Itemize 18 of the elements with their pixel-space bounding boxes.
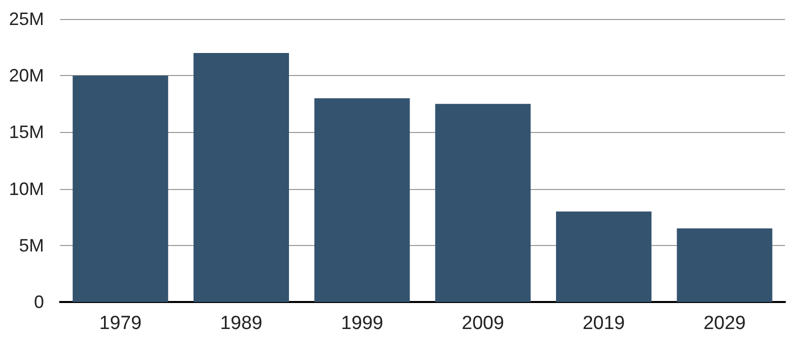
bar	[435, 104, 531, 302]
x-tick-label: 2029	[703, 313, 746, 334]
y-tick-label: 5M	[18, 235, 44, 256]
y-tick-label: 25M	[8, 9, 44, 29]
x-tick-label: 2009	[462, 313, 504, 334]
x-tick-label: 1999	[340, 313, 384, 334]
bar	[194, 52, 289, 302]
bar	[676, 228, 772, 302]
y-tick-label: 0	[34, 292, 44, 312]
y-tick-label: 20M	[8, 66, 44, 86]
x-tick-label: 1979	[99, 313, 142, 334]
bar	[72, 76, 168, 302]
y-tick-label: 15M	[8, 122, 44, 142]
y-tick-label: 10M	[8, 178, 44, 199]
x-tick-label: 1989	[220, 313, 262, 334]
bar	[556, 211, 652, 302]
bar	[314, 98, 410, 302]
x-tick-label: 2019	[582, 313, 625, 334]
